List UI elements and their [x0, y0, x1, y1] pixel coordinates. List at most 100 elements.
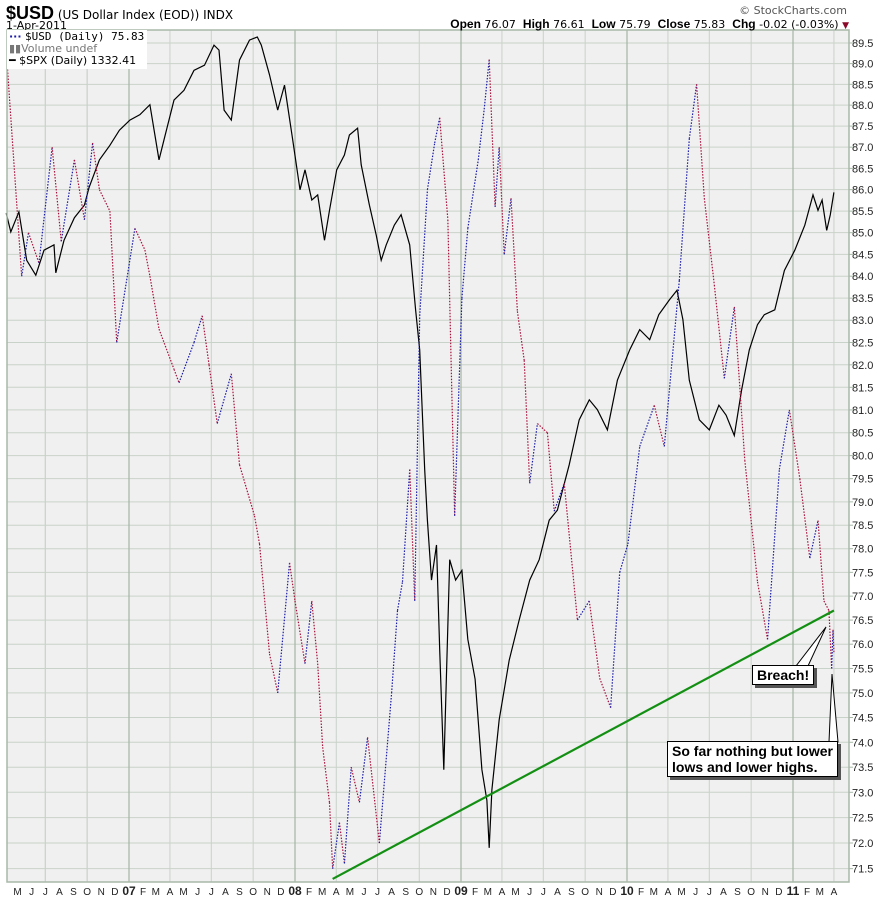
spx-series-line: [5, 36, 835, 848]
x-tick-label: M: [346, 887, 354, 898]
x-tick-label: F: [140, 887, 146, 898]
y-axis: 89.5 89.0 88.5 88.0 87.5 87.0 86.5 86.0 85.5 85.0…: [849, 38, 873, 876]
y-tick-label: 88.5: [852, 79, 873, 91]
x-tick-label: J: [527, 887, 532, 898]
x-tick-label: 11: [787, 884, 800, 898]
usd-segment: [523, 360, 531, 484]
usd-segment: [409, 469, 416, 601]
usd-segment: [546, 432, 555, 512]
x-tick-label: A: [554, 887, 561, 898]
usd-segment: [434, 117, 441, 144]
low-value: 75.79: [619, 18, 651, 31]
plot-frame: [6, 29, 850, 883]
y-tick-label: 79.5: [852, 474, 873, 486]
y-tick-label: 78.0: [852, 544, 873, 556]
x-tick-label: D: [775, 887, 782, 898]
usd-segment: [516, 311, 525, 361]
close-label: Close: [657, 17, 691, 31]
y-tick-label: 78.5: [852, 520, 873, 532]
legend-spx-label: $SPX (Daily) 1332.41: [19, 54, 137, 67]
usd-segment: [311, 600, 319, 664]
y-tick-label: 77.5: [852, 567, 873, 579]
usd-segment: [439, 117, 449, 220]
y-tick-label: 89.5: [852, 38, 873, 50]
x-tick-label: J: [209, 887, 214, 898]
usd-segment: [83, 142, 94, 220]
usd-segment: [178, 342, 195, 383]
usd-segment: [588, 600, 601, 679]
breach-annotation: Breach!: [752, 665, 815, 685]
usd-segment: [454, 298, 463, 516]
chart-date: 1-Apr-2011: [6, 19, 68, 32]
x-tick-label: A: [831, 887, 838, 898]
y-tick-label: 72.5: [852, 813, 873, 825]
annotation-line-1: So far nothing but lower: [672, 743, 833, 759]
usd-segment: [529, 423, 539, 484]
x-tick-label: J: [541, 887, 546, 898]
y-tick-label: 79.0: [852, 497, 873, 509]
x-tick-label: N: [264, 887, 271, 898]
legend-usd-label: $USD (Daily) 75.83: [25, 30, 145, 43]
legend: ··· $USD (Daily) 75.83 ▮▮Volume undef ━ …: [7, 30, 148, 69]
usd-segment: [477, 109, 485, 160]
usd-segment: [766, 469, 780, 640]
solid-line-icon: ━: [9, 54, 16, 67]
usd-segment: [703, 198, 715, 286]
usd-segment: [639, 405, 655, 447]
y-tick-label: 82.5: [852, 337, 873, 349]
x-tick-label: A: [333, 887, 340, 898]
copyright-link[interactable]: © StockCharts.com: [739, 4, 847, 17]
legend-item-volume: ▮▮Volume undef: [9, 43, 144, 55]
usd-segment: [756, 581, 769, 640]
x-tick-label: O: [83, 887, 91, 898]
y-tick-label: 76.0: [852, 639, 873, 651]
chg-value: -0.02 (-0.03%): [759, 18, 839, 31]
usd-segment: [488, 59, 496, 207]
y-tick-label: 77.0: [852, 591, 873, 603]
usd-segment: [619, 543, 629, 573]
usd-segment: [173, 369, 180, 383]
usd-segment: [537, 423, 548, 434]
usd-segment: [426, 142, 436, 190]
y-tick-label: 87.0: [852, 142, 873, 154]
lower-lows-annotation: So far nothing but lower lows and lower …: [667, 741, 838, 777]
x-tick-label: A: [56, 887, 63, 898]
x-tick-label: M: [677, 887, 685, 898]
usd-segment: [599, 678, 612, 708]
legend-item-spx: ━ $SPX (Daily) 1332.41: [9, 55, 144, 67]
y-tick-label: 86.5: [852, 163, 873, 175]
x-tick-label: M: [511, 887, 519, 898]
y-tick-label: 73.5: [852, 762, 873, 774]
symbol: $USD: [6, 3, 55, 23]
usd-segment: [116, 228, 136, 343]
x-tick-label: O: [747, 887, 755, 898]
y-tick-label: 75.0: [852, 688, 873, 700]
usd-segment: [208, 364, 218, 424]
x-tick-label: D: [443, 887, 450, 898]
x-tick-label: M: [179, 887, 187, 898]
usd-segment: [158, 328, 175, 370]
usd-segment: [109, 211, 118, 343]
usd-segment: [817, 520, 825, 601]
x-tick-label: D: [609, 887, 616, 898]
y-tick-label: 83.5: [852, 293, 873, 305]
x-tick-label: O: [249, 887, 257, 898]
x-tick-label: 08: [288, 884, 302, 898]
y-tick-label: 76.5: [852, 615, 873, 627]
support-trendline: [332, 609, 835, 880]
usd-segment: [788, 409, 801, 479]
x-tick-label: 09: [454, 884, 468, 898]
usd-segment: [317, 663, 324, 748]
x-tick-label: J: [707, 887, 712, 898]
grid: [7, 30, 849, 882]
usd-segment: [338, 822, 346, 864]
y-tick-label: 82.0: [852, 360, 873, 372]
y-tick-label: 88.0: [852, 100, 873, 112]
usd-segment: [144, 249, 151, 277]
y-tick-label: 85.5: [852, 206, 873, 218]
x-tick-label: F: [472, 887, 478, 898]
dotted-line-icon: ···: [9, 30, 22, 43]
legend-item-usd: ··· $USD (Daily) 75.83: [9, 31, 144, 43]
usd-segment: [343, 767, 352, 864]
y-tick-label: 89.0: [852, 59, 873, 71]
